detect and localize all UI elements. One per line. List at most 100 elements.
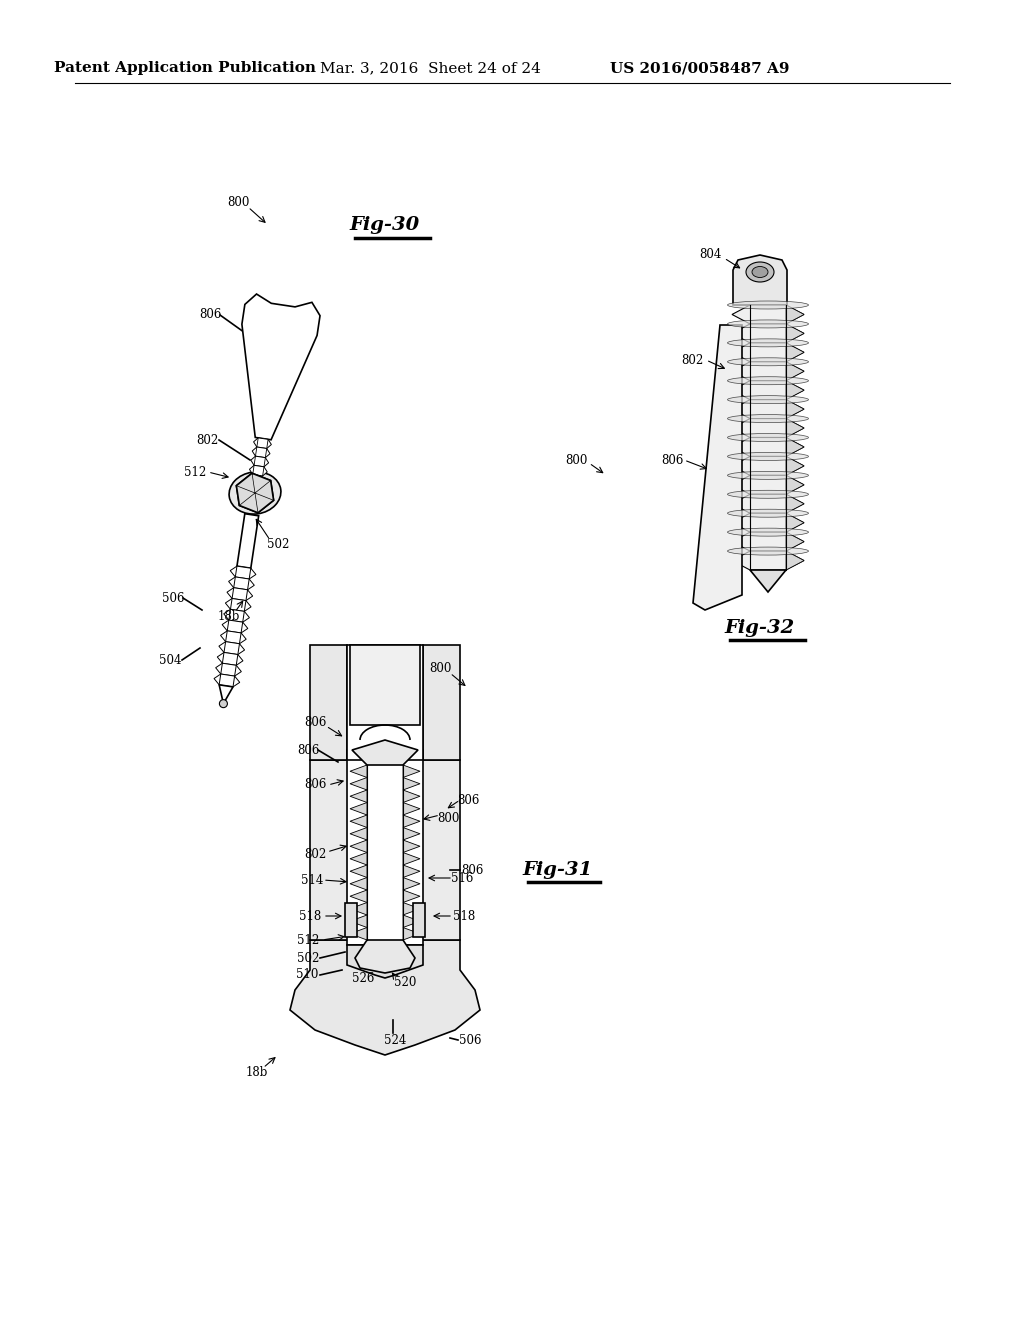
Text: 506: 506: [459, 1034, 481, 1047]
Text: 516: 516: [451, 871, 473, 884]
Text: 806: 806: [457, 793, 479, 807]
Polygon shape: [403, 853, 420, 865]
Circle shape: [219, 700, 227, 708]
Polygon shape: [403, 865, 420, 878]
Polygon shape: [732, 457, 804, 475]
Text: 502: 502: [267, 539, 289, 552]
Polygon shape: [732, 550, 804, 570]
Polygon shape: [786, 457, 804, 475]
Text: 800: 800: [437, 812, 459, 825]
Polygon shape: [732, 323, 804, 343]
Text: 800: 800: [565, 454, 587, 466]
Ellipse shape: [727, 301, 809, 309]
Text: Fig-32: Fig-32: [725, 619, 795, 638]
Text: US 2016/0058487 A9: US 2016/0058487 A9: [610, 61, 790, 75]
Text: 526: 526: [352, 972, 374, 985]
Ellipse shape: [727, 339, 809, 347]
Polygon shape: [732, 305, 804, 323]
Polygon shape: [350, 878, 367, 890]
Ellipse shape: [727, 453, 809, 461]
Polygon shape: [216, 663, 242, 676]
Polygon shape: [786, 362, 804, 380]
Text: 802: 802: [196, 433, 218, 446]
Polygon shape: [350, 865, 367, 878]
Polygon shape: [403, 803, 420, 814]
Polygon shape: [227, 587, 253, 601]
Text: Mar. 3, 2016  Sheet 24 of 24: Mar. 3, 2016 Sheet 24 of 24: [319, 61, 541, 75]
Ellipse shape: [727, 471, 809, 479]
Polygon shape: [350, 853, 367, 865]
Polygon shape: [732, 532, 804, 550]
Ellipse shape: [727, 414, 809, 422]
Text: 804: 804: [698, 248, 721, 261]
Text: 806: 806: [297, 743, 319, 756]
Polygon shape: [403, 766, 420, 777]
Ellipse shape: [727, 319, 809, 327]
Polygon shape: [750, 570, 786, 591]
Text: 518: 518: [299, 909, 322, 923]
Polygon shape: [230, 566, 256, 579]
Text: Fig-31: Fig-31: [523, 861, 593, 879]
Polygon shape: [786, 305, 804, 323]
Ellipse shape: [746, 261, 774, 282]
Polygon shape: [225, 598, 251, 611]
Polygon shape: [219, 642, 245, 655]
Polygon shape: [214, 675, 240, 686]
Polygon shape: [732, 494, 804, 513]
Polygon shape: [220, 631, 246, 644]
Text: 510: 510: [296, 969, 318, 982]
Polygon shape: [786, 532, 804, 550]
Polygon shape: [693, 325, 742, 610]
Polygon shape: [786, 494, 804, 513]
Polygon shape: [350, 840, 367, 853]
Polygon shape: [347, 945, 423, 978]
Polygon shape: [732, 418, 804, 437]
Polygon shape: [403, 777, 420, 789]
Text: Patent Application Publication: Patent Application Publication: [54, 61, 316, 75]
Text: 806: 806: [304, 717, 327, 730]
Polygon shape: [350, 803, 367, 814]
Polygon shape: [222, 620, 248, 632]
Polygon shape: [347, 645, 423, 760]
Polygon shape: [733, 255, 787, 305]
Polygon shape: [251, 457, 268, 467]
Polygon shape: [310, 760, 460, 940]
Polygon shape: [786, 550, 804, 570]
Polygon shape: [250, 466, 267, 477]
Polygon shape: [350, 928, 367, 940]
Polygon shape: [350, 789, 367, 803]
Ellipse shape: [752, 267, 768, 277]
Polygon shape: [237, 513, 259, 568]
Polygon shape: [786, 475, 804, 494]
Text: 502: 502: [297, 952, 319, 965]
Polygon shape: [219, 685, 233, 704]
Polygon shape: [732, 400, 804, 418]
Polygon shape: [355, 940, 415, 973]
Polygon shape: [732, 513, 804, 532]
Polygon shape: [786, 343, 804, 362]
Text: 806: 806: [199, 309, 221, 322]
Polygon shape: [350, 814, 367, 828]
Polygon shape: [403, 928, 420, 940]
Text: 524: 524: [384, 1034, 407, 1047]
Polygon shape: [786, 400, 804, 418]
Text: 802: 802: [681, 354, 703, 367]
Text: 520: 520: [394, 975, 416, 989]
Polygon shape: [403, 903, 420, 915]
Polygon shape: [242, 294, 321, 440]
Text: 514: 514: [301, 874, 324, 887]
Polygon shape: [310, 645, 347, 760]
Polygon shape: [345, 903, 357, 937]
Polygon shape: [732, 362, 804, 380]
Polygon shape: [413, 903, 425, 937]
Polygon shape: [403, 828, 420, 840]
Polygon shape: [403, 915, 420, 928]
Polygon shape: [732, 475, 804, 494]
Text: 504: 504: [159, 653, 181, 667]
Text: 18b: 18b: [246, 1065, 268, 1078]
Polygon shape: [403, 789, 420, 803]
Polygon shape: [403, 890, 420, 903]
Polygon shape: [350, 890, 367, 903]
Polygon shape: [223, 610, 250, 622]
Ellipse shape: [229, 471, 281, 513]
